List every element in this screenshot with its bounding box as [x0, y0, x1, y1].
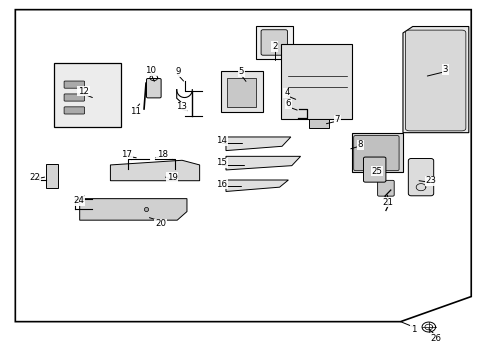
Polygon shape	[402, 27, 468, 133]
FancyBboxPatch shape	[405, 30, 465, 131]
FancyBboxPatch shape	[146, 78, 161, 98]
FancyBboxPatch shape	[363, 157, 385, 182]
Text: 12: 12	[78, 86, 89, 95]
Text: 22: 22	[29, 173, 40, 182]
Text: 26: 26	[430, 334, 441, 343]
FancyBboxPatch shape	[226, 78, 256, 107]
FancyBboxPatch shape	[261, 30, 287, 55]
FancyBboxPatch shape	[377, 180, 393, 196]
Polygon shape	[225, 137, 290, 150]
Text: 5: 5	[238, 67, 244, 76]
Text: 8: 8	[357, 140, 362, 149]
Text: 16: 16	[216, 180, 226, 189]
FancyBboxPatch shape	[308, 119, 329, 128]
FancyBboxPatch shape	[255, 26, 292, 59]
Text: 10: 10	[145, 66, 156, 75]
Text: 19: 19	[166, 173, 178, 182]
Polygon shape	[351, 133, 402, 172]
Text: 20: 20	[155, 219, 166, 228]
Polygon shape	[225, 180, 288, 192]
FancyBboxPatch shape	[353, 135, 398, 171]
Text: 15: 15	[216, 158, 226, 167]
Text: 1: 1	[410, 325, 416, 334]
Text: 4: 4	[284, 88, 289, 97]
FancyBboxPatch shape	[64, 94, 84, 101]
Text: 11: 11	[130, 107, 141, 116]
Polygon shape	[225, 156, 300, 170]
FancyBboxPatch shape	[54, 63, 121, 127]
Polygon shape	[80, 199, 186, 220]
Text: 2: 2	[271, 42, 277, 51]
Text: 6: 6	[285, 99, 290, 108]
Text: 23: 23	[425, 176, 435, 185]
Polygon shape	[281, 44, 351, 119]
Text: 9: 9	[175, 67, 180, 76]
Text: 3: 3	[442, 65, 447, 74]
Text: 13: 13	[175, 102, 186, 111]
Polygon shape	[45, 164, 58, 188]
Text: 21: 21	[382, 198, 393, 207]
FancyBboxPatch shape	[221, 71, 263, 112]
Text: 25: 25	[371, 167, 382, 176]
Text: 14: 14	[216, 136, 226, 145]
FancyBboxPatch shape	[64, 107, 84, 114]
FancyBboxPatch shape	[407, 158, 433, 196]
Text: 17: 17	[121, 150, 132, 159]
Polygon shape	[110, 160, 199, 181]
Text: 7: 7	[334, 115, 339, 124]
Text: 18: 18	[157, 150, 168, 159]
FancyBboxPatch shape	[64, 81, 84, 88]
Text: 24: 24	[73, 196, 84, 205]
